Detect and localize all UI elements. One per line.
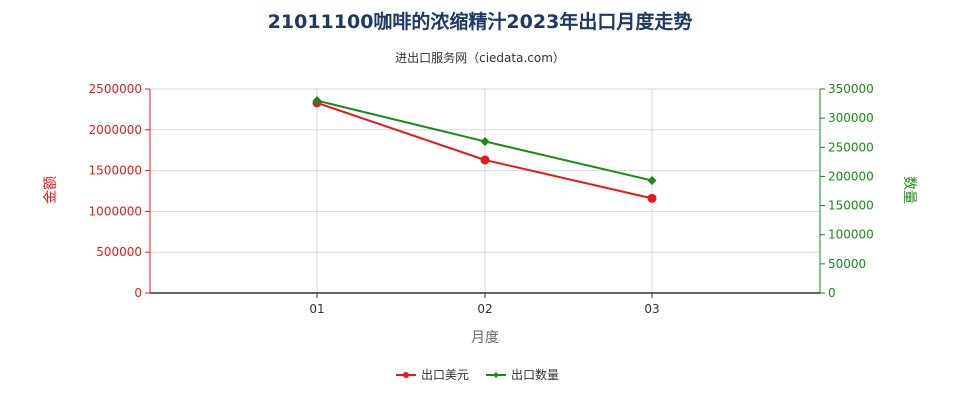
- right-axis-title: 数量: [901, 176, 917, 204]
- legend-marker: [493, 372, 499, 378]
- left-tick-label: 1500000: [89, 164, 142, 178]
- x-tick-label: 03: [644, 302, 659, 316]
- left-axis-title: 金额: [43, 176, 59, 204]
- right-tick-label: 50000: [828, 257, 866, 271]
- chart-subtitle: 进出口服务网（ciedata.com）: [395, 50, 565, 65]
- left-axis-ticks: 0 500000 1000000 1500000 2000000 2500000: [89, 82, 150, 300]
- data-point: [312, 96, 322, 106]
- right-tick-label: 350000: [828, 82, 874, 96]
- left-tick-label: 2500000: [89, 82, 142, 96]
- x-tick-label: 02: [477, 302, 492, 316]
- data-point: [480, 155, 490, 165]
- legend: 出口美元 出口数量: [396, 367, 559, 382]
- chart-title: 21011100咖啡的浓缩精汁2023年出口月度走势: [268, 10, 693, 33]
- data-point: [647, 193, 657, 203]
- right-axis-ticks: 0 50000 100000 150000 200000 250000 300000 3500…: [820, 82, 874, 300]
- left-tick-label: 500000: [96, 245, 142, 259]
- left-tick-label: 2000000: [89, 123, 142, 137]
- right-tick-label: 150000: [828, 199, 874, 213]
- legend-label: 出口数量: [511, 367, 559, 382]
- x-tick-label: 01: [309, 302, 324, 316]
- x-axis-ticks: 01 02 03: [309, 293, 660, 316]
- legend-marker: [403, 372, 409, 378]
- right-tick-label: 300000: [828, 111, 874, 125]
- grid: [150, 88, 821, 293]
- data-point: [647, 176, 657, 186]
- legend-label: 出口美元: [421, 368, 469, 382]
- series-group: [312, 96, 657, 203]
- x-axis-title: 月度: [471, 330, 499, 346]
- right-tick-label: 250000: [828, 140, 874, 154]
- right-tick-label: 0: [828, 286, 836, 300]
- left-tick-label: 1000000: [89, 204, 142, 218]
- right-tick-label: 200000: [828, 169, 874, 183]
- left-tick-label: 0: [134, 286, 142, 300]
- data-point: [480, 136, 490, 146]
- right-tick-label: 100000: [828, 228, 874, 242]
